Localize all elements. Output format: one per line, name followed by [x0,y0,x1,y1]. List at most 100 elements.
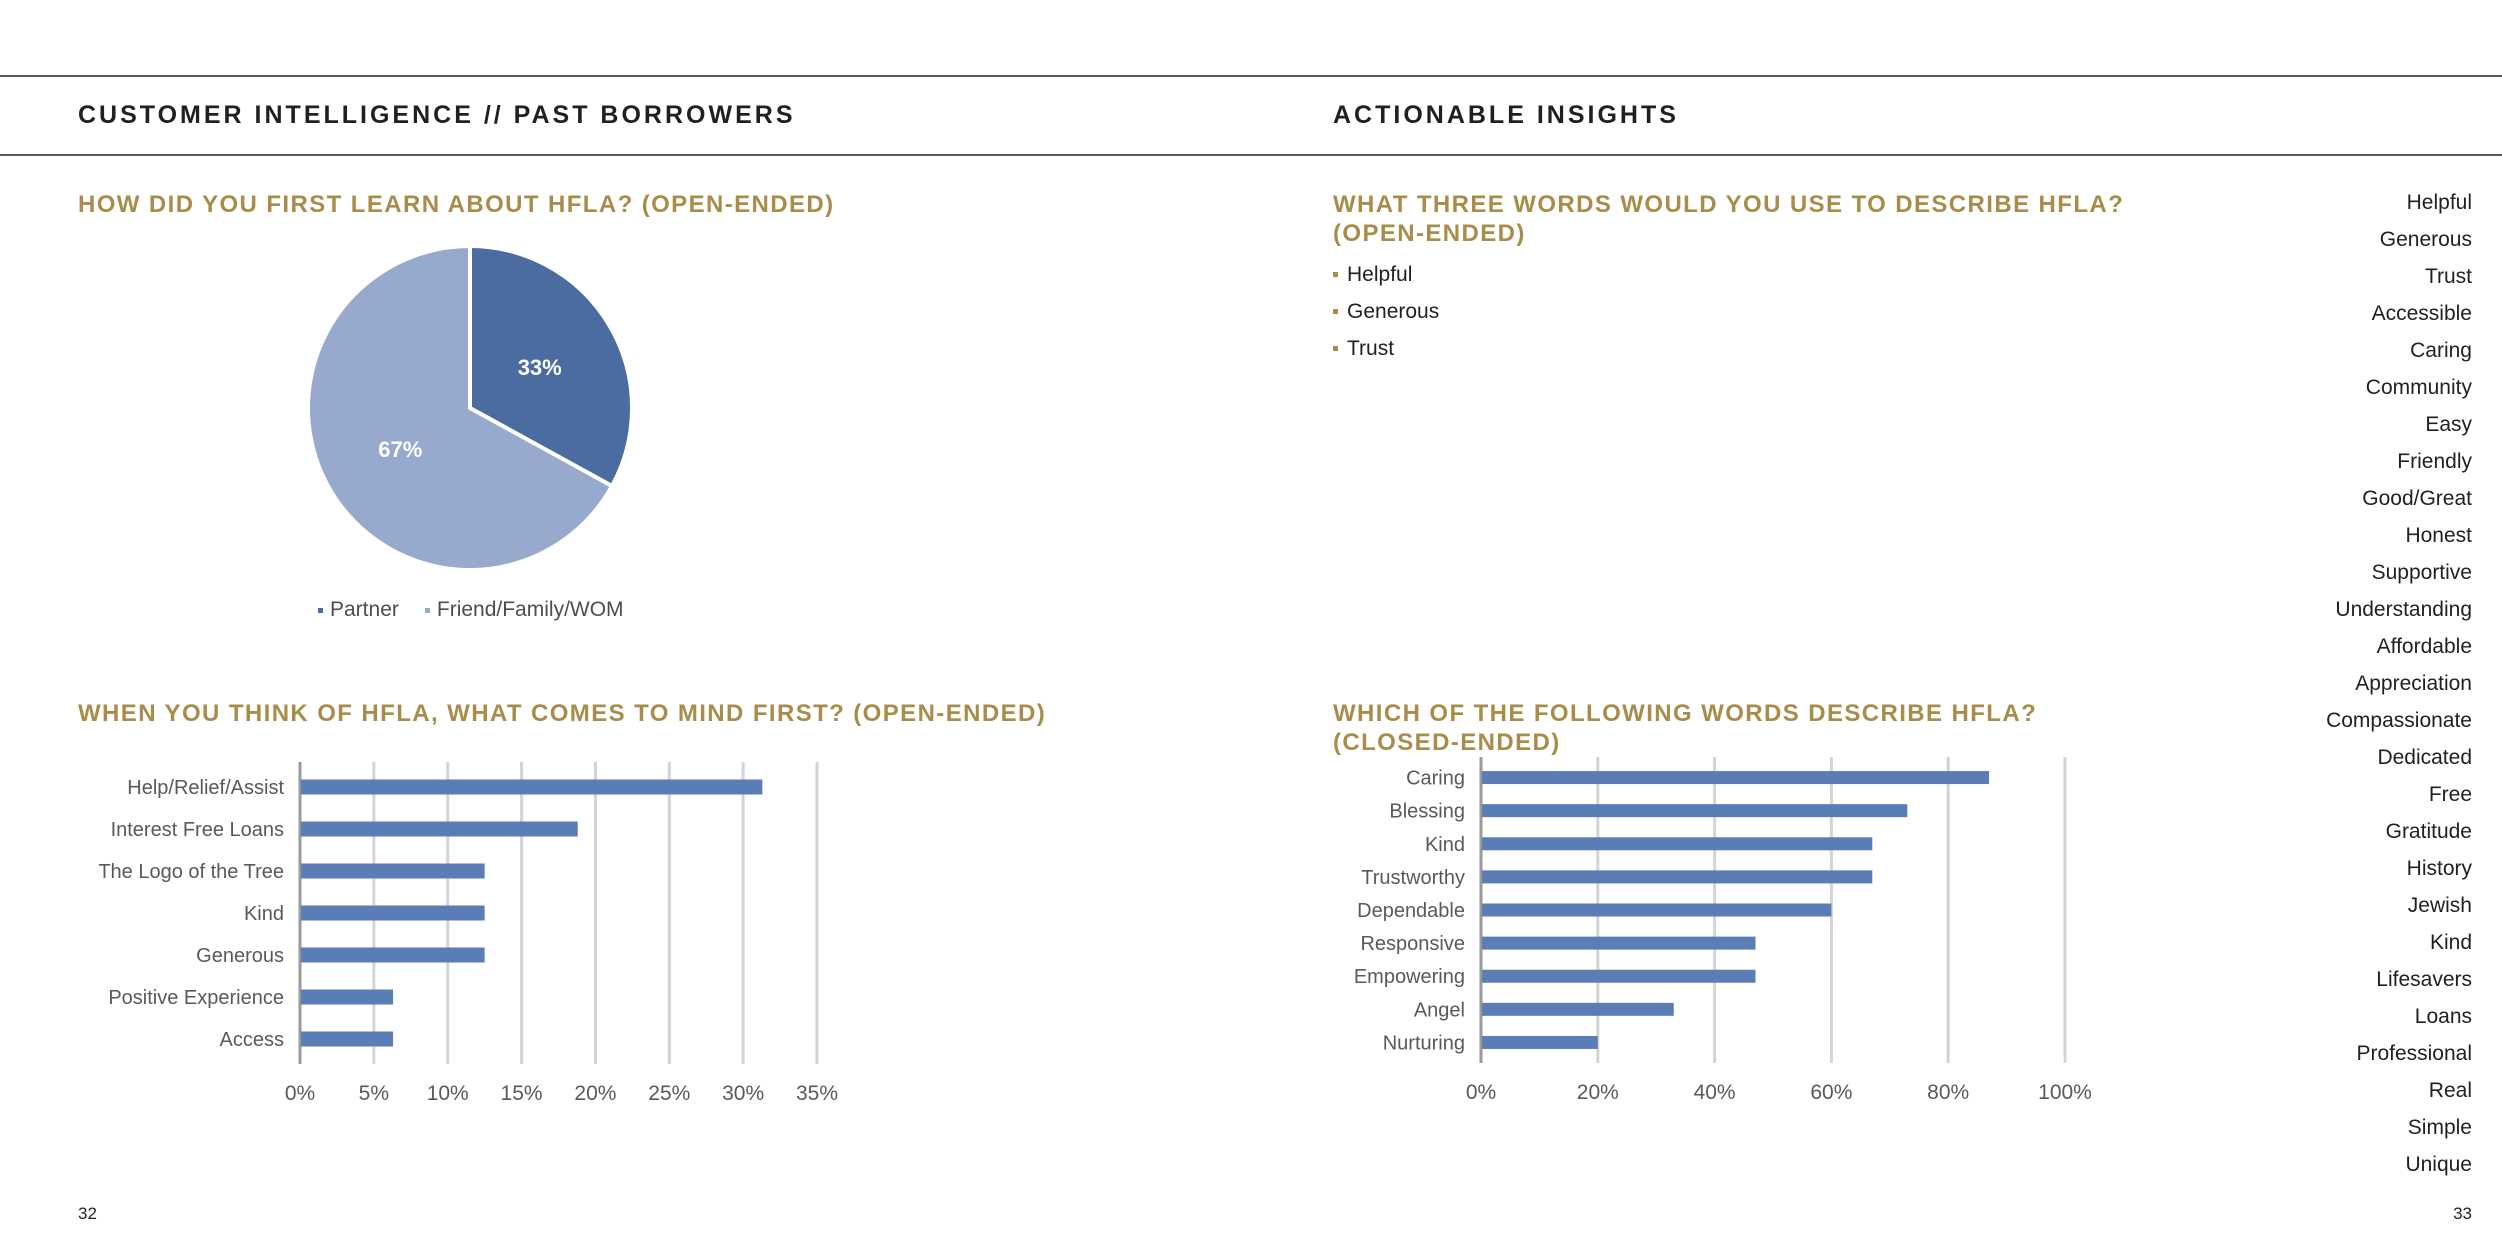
three-words-item: Trust [1333,330,1439,367]
q1-title: HOW DID YOU FIRST LEARN ABOUT HFLA? (OPE… [78,191,835,218]
word-list-item: Easy [2425,412,2472,436]
legend-swatch-friend-family [424,607,430,613]
bar [301,863,485,879]
category-label: Responsive [1360,933,1465,955]
word-list-item: Kind [2429,930,2472,954]
pie-legend: Partner Friend/Family/WOM [318,598,650,622]
q3-title: WHAT THREE WORDS WOULD YOU USE TO DESCRI… [1333,190,2124,248]
bar [301,779,763,795]
bar [1482,870,1873,884]
word-list-item: Honest [2405,523,2472,547]
x-tick-label: 35% [796,1082,838,1105]
three-words-item: Helpful [1333,256,1439,293]
word-list-item: Professional [2356,1041,2472,1065]
word-list-item: Unique [2405,1152,2472,1176]
q2-title: WHEN YOU THINK OF HFLA, WHAT COMES TO MI… [78,700,1047,727]
three-words-item-label: Trust [1347,336,1395,360]
q4-title: WHICH OF THE FOLLOWING WORDS DESCRIBE HF… [1333,699,2037,757]
right-section-title: ACTIONABLE INSIGHTS [1333,101,1679,129]
three-words-item: Generous [1333,293,1439,330]
word-list-item: Appreciation [2355,671,2472,695]
legend-label-partner: Partner [330,598,399,621]
q4-title-line2: (CLOSED-ENDED) [1333,729,1561,756]
word-list-item: Accessible [2371,301,2472,325]
page-number-right: 33 [2453,1204,2472,1223]
pie-data-label: 33% [518,355,562,380]
q3-title-line2: (OPEN-ENDED) [1333,220,1526,247]
q4-title-line1: WHICH OF THE FOLLOWING WORDS DESCRIBE HF… [1333,700,2038,727]
x-tick-label: 30% [722,1082,764,1105]
x-tick-label: 0% [285,1082,315,1105]
word-list-item: Dedicated [2377,745,2472,769]
legend-swatch-partner [318,607,323,613]
word-list-item: Free [2428,782,2472,806]
word-list-item: Gratitude [2385,819,2472,843]
category-label: Trustworthy [1361,867,1465,889]
three-words-list: Helpful Generous Trust [1333,256,1439,367]
category-label: Generous [196,945,284,967]
x-tick-label: 15% [501,1082,543,1105]
bar [1482,1035,1598,1049]
x-tick-label: 40% [1694,1081,1736,1104]
pie-chart: 33% 67% [306,243,634,572]
left-section-title: CUSTOMER INTELLIGENCE // PAST BORROWERS [78,101,796,129]
bar [301,1031,394,1047]
category-label: Blessing [1389,801,1465,823]
category-label: Access [220,1029,284,1051]
bullet-icon [1333,346,1338,351]
page-number-left: 32 [78,1204,97,1223]
word-list-item: Simple [2407,1115,2472,1139]
category-label: Positive Experience [108,987,284,1009]
top-rule [0,75,2502,77]
bar [1482,903,1832,917]
x-tick-label: 20% [1577,1081,1619,1104]
x-tick-label: 20% [574,1082,616,1105]
category-label: Interest Free Loans [111,819,284,841]
word-list-item: Helpful [2406,190,2472,214]
bar [1482,771,1990,785]
pie-data-label: 67% [378,437,422,462]
x-tick-label: 60% [1810,1081,1852,1104]
category-label: Nurturing [1383,1032,1465,1054]
legend-item-friend-family: Friend/Family/WOM [424,598,624,622]
bar [1482,1002,1674,1016]
word-list-item: Friendly [2397,449,2472,473]
category-label: Empowering [1354,966,1465,988]
word-list-item: Generous [2379,227,2472,251]
pie-slice-partner [468,243,634,489]
word-list-item: Affordable [2376,634,2472,658]
pie-slice-friend-family-wom [306,243,615,572]
x-tick-label: 100% [2038,1081,2092,1104]
describe-words-bar-chart: 0% 20% 40% 60% 80% 100% Caring Blessing Kind Trus… [1354,757,2092,1104]
word-list-item: Lifesavers [2376,967,2472,991]
category-label: Kind [1425,834,1465,856]
x-tick-label: 10% [427,1082,469,1105]
bar [301,989,394,1005]
word-list-item: Supportive [2371,560,2472,584]
category-label: Help/Relief/Assist [127,777,284,799]
word-list-item: Community [2365,375,2472,399]
word-list-item: History [2406,856,2472,880]
x-tick-label: 5% [359,1082,389,1105]
x-tick-label: 0% [1466,1081,1496,1104]
bar [301,821,578,837]
word-list-item: Real [2428,1078,2472,1102]
x-tick-label: 25% [648,1082,690,1105]
bullet-icon [1333,272,1338,277]
bar [301,947,485,963]
bar [1482,969,1756,983]
q3-title-line1: WHAT THREE WORDS WOULD YOU USE TO DESCRI… [1333,191,2125,218]
word-list-item: Loans [2414,1004,2472,1028]
word-list-item: Jewish [2407,893,2472,917]
word-list-item: Trust [2424,264,2472,288]
word-list-item: Good/Great [2362,486,2472,510]
bar [1482,837,1873,851]
bar [1482,804,1908,818]
described-words-list: Helpful Generous Trust Accessible Caring… [2326,184,2472,1183]
bar [301,905,485,921]
three-words-item-label: Generous [1347,299,1440,323]
three-words-item-label: Helpful [1347,262,1413,286]
legend-item-partner: Partner [318,598,399,622]
category-label: Caring [1406,768,1465,790]
word-list-item: Understanding [2335,597,2472,621]
